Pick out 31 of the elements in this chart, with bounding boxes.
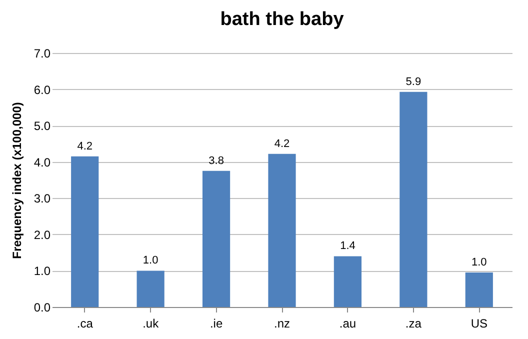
data-label: 4.2 <box>274 138 290 150</box>
x-tick-label: US <box>470 316 488 330</box>
y-tick-label: 5.0 <box>34 119 51 134</box>
bar <box>334 256 362 307</box>
data-label: 1.0 <box>142 254 158 267</box>
y-tick-label: 0.0 <box>34 300 51 314</box>
x-tick-label: .uk <box>142 316 160 330</box>
bar <box>71 156 99 307</box>
bar <box>465 272 493 307</box>
y-tick-label: 3.0 <box>34 192 51 206</box>
x-tick-label: .ie <box>210 316 223 330</box>
data-label: 1.0 <box>471 256 487 269</box>
y-tick-label: 4.0 <box>34 155 51 170</box>
y-tick-label: 6.0 <box>34 82 51 97</box>
bar <box>136 270 164 307</box>
y-axis-title: Frequency index (x100,000) <box>10 102 24 259</box>
x-tick-label: .nz <box>274 316 290 330</box>
y-tick-label: 2.0 <box>34 228 51 242</box>
chart-title: bath the baby <box>220 9 344 30</box>
x-tick-label: .ca <box>76 316 94 330</box>
data-label: 3.8 <box>208 154 224 167</box>
bar <box>400 92 428 307</box>
x-tick-label: .au <box>339 316 356 330</box>
y-tick-label: 1.0 <box>34 264 51 278</box>
x-tick-label: .za <box>405 316 422 330</box>
y-tick-label: 7.0 <box>34 46 51 60</box>
data-label: 4.2 <box>77 140 93 152</box>
data-label: 1.4 <box>340 240 356 252</box>
bar <box>202 170 230 307</box>
data-label: 5.9 <box>406 76 422 88</box>
bar <box>268 154 296 307</box>
